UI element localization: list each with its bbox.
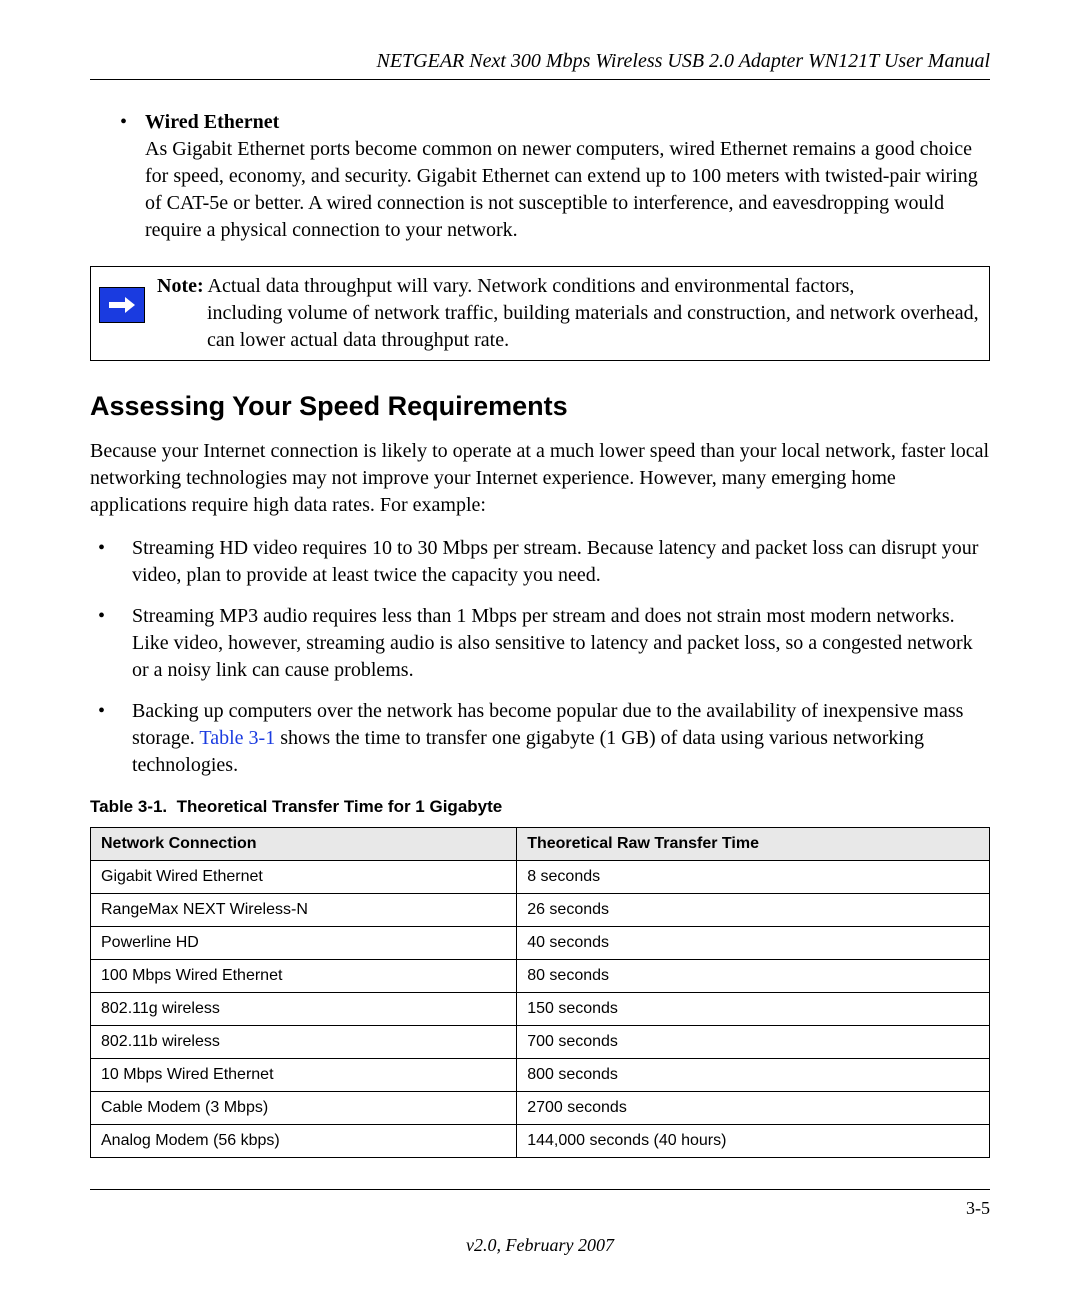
table-cell: 100 Mbps Wired Ethernet: [91, 960, 517, 993]
note-box: Note: Actual data throughput will vary. …: [90, 266, 990, 361]
table-cell: 8 seconds: [517, 861, 990, 894]
col-header-connection: Network Connection: [91, 828, 517, 861]
page-footer: 3-5 v2.0, February 2007: [90, 1189, 990, 1256]
table-cell: 802.11g wireless: [91, 993, 517, 1026]
section-heading: Assessing Your Speed Requirements: [90, 391, 990, 422]
note-text: Note: Actual data throughput will vary. …: [157, 273, 979, 354]
list-item: • Backing up computers over the network …: [90, 698, 990, 779]
arrow-right-icon: [99, 287, 145, 323]
note-line1: Actual data throughput will vary. Networ…: [204, 275, 855, 297]
table-row: 802.11b wireless700 seconds: [91, 1026, 990, 1059]
table-row: Gigabit Wired Ethernet8 seconds: [91, 861, 990, 894]
table-row: 10 Mbps Wired Ethernet800 seconds: [91, 1059, 990, 1092]
page-number: 3-5: [90, 1198, 990, 1219]
table-cell: 144,000 seconds (40 hours): [517, 1125, 990, 1158]
table-cell: 802.11b wireless: [91, 1026, 517, 1059]
table-cell: 700 seconds: [517, 1026, 990, 1059]
table-cell: 150 seconds: [517, 993, 990, 1026]
table-cell: Cable Modem (3 Mbps): [91, 1092, 517, 1125]
footer-rule: [90, 1189, 990, 1190]
bullet-marker: •: [90, 535, 132, 589]
table-cell: 40 seconds: [517, 927, 990, 960]
wired-ethernet-heading: Wired Ethernet: [145, 108, 990, 136]
table-row: RangeMax NEXT Wireless-N26 seconds: [91, 894, 990, 927]
list-item: • Streaming MP3 audio requires less than…: [90, 603, 990, 684]
table-cell: 2700 seconds: [517, 1092, 990, 1125]
table-ref-link[interactable]: Table 3-1: [199, 727, 275, 749]
table-row: 100 Mbps Wired Ethernet80 seconds: [91, 960, 990, 993]
transfer-time-table: Network Connection Theoretical Raw Trans…: [90, 827, 990, 1158]
wired-ethernet-body: As Gigabit Ethernet ports become common …: [145, 136, 990, 244]
table-cell: 800 seconds: [517, 1059, 990, 1092]
table-cell: 80 seconds: [517, 960, 990, 993]
table-cell: Powerline HD: [91, 927, 517, 960]
doc-version: v2.0, February 2007: [90, 1235, 990, 1256]
table-row: Cable Modem (3 Mbps)2700 seconds: [91, 1092, 990, 1125]
col-header-time: Theoretical Raw Transfer Time: [517, 828, 990, 861]
wired-ethernet-section: • Wired Ethernet As Gigabit Ethernet por…: [120, 108, 990, 244]
bullet-marker: •: [120, 108, 127, 244]
table-cell: Analog Modem (56 kbps): [91, 1125, 517, 1158]
table-row: Analog Modem (56 kbps)144,000 seconds (4…: [91, 1125, 990, 1158]
note-label: Note:: [157, 275, 204, 297]
table-caption: Table 3-1. Theoretical Transfer Time for…: [90, 797, 990, 817]
table-header-row: Network Connection Theoretical Raw Trans…: [91, 828, 990, 861]
list-item-text: Streaming HD video requires 10 to 30 Mbp…: [132, 535, 990, 589]
section-intro: Because your Internet connection is like…: [90, 438, 990, 519]
table-cell: 10 Mbps Wired Ethernet: [91, 1059, 517, 1092]
speed-bullet-list: • Streaming HD video requires 10 to 30 M…: [90, 535, 990, 779]
table-cell: Gigabit Wired Ethernet: [91, 861, 517, 894]
header-rule: [90, 79, 990, 80]
bullet-marker: •: [90, 698, 132, 779]
bullet-marker: •: [90, 603, 132, 684]
list-item: • Streaming HD video requires 10 to 30 M…: [90, 535, 990, 589]
list-item-text: Streaming MP3 audio requires less than 1…: [132, 603, 990, 684]
doc-header-title: NETGEAR Next 300 Mbps Wireless USB 2.0 A…: [90, 50, 990, 73]
table-cell: 26 seconds: [517, 894, 990, 927]
list-item-text: Backing up computers over the network ha…: [132, 698, 990, 779]
table-row: 802.11g wireless150 seconds: [91, 993, 990, 1026]
table-row: Powerline HD40 seconds: [91, 927, 990, 960]
note-line2: including volume of network traffic, bui…: [207, 300, 979, 354]
table-cell: RangeMax NEXT Wireless-N: [91, 894, 517, 927]
